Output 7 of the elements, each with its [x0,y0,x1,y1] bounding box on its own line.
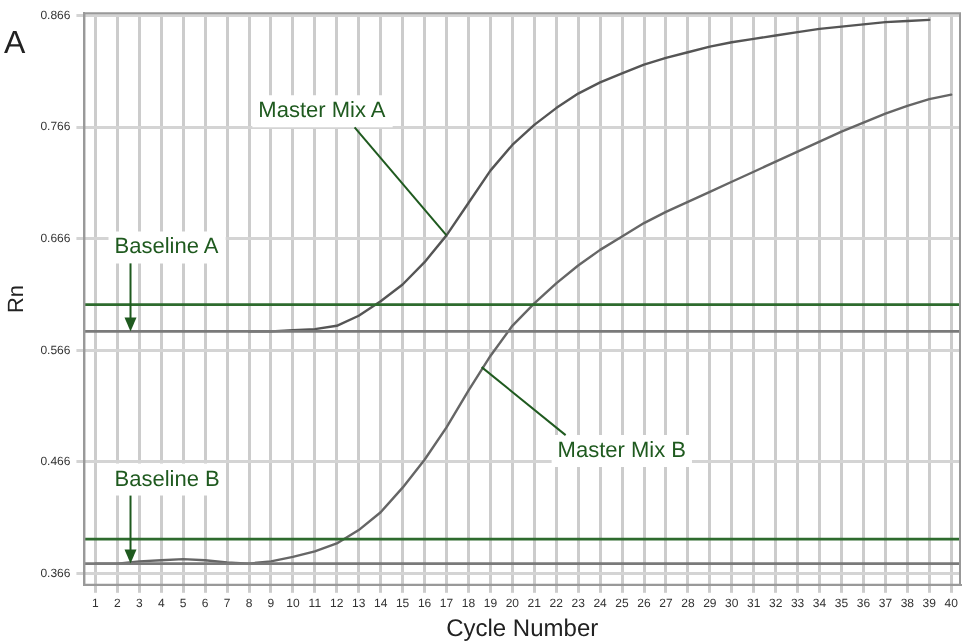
y-axis-title: Rn [5,284,30,314]
annotation: Baseline B [114,467,220,492]
text: A [4,26,26,61]
annotation: Master Mix A [258,99,387,124]
annotation: Baseline A [114,235,220,260]
x-axis-title: Cycle Number [446,614,599,643]
annotation: Master Mix B [557,439,686,464]
